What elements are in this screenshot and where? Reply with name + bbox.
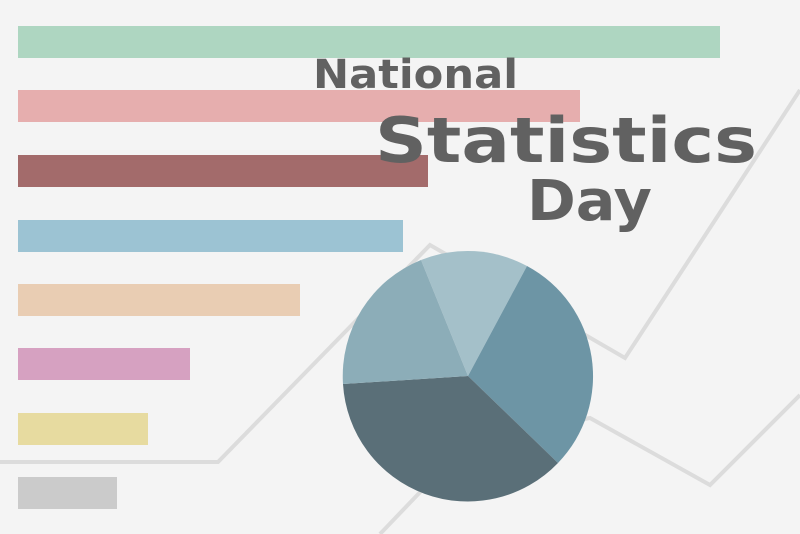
pie-slice (421, 250, 527, 376)
title-line: National (313, 52, 518, 98)
bar (18, 477, 117, 509)
trend-line (0, 88, 800, 464)
bar (18, 284, 300, 316)
pie-slice (468, 266, 594, 463)
title-line: Day (527, 169, 652, 234)
bar (18, 220, 403, 252)
bar (18, 90, 580, 122)
bar (18, 26, 720, 58)
title-line: Statistics (375, 104, 757, 177)
bar (18, 348, 190, 380)
bar (18, 413, 148, 445)
pie-slice (343, 376, 558, 502)
bars (18, 26, 720, 509)
pie-slice (342, 260, 468, 384)
bar (18, 155, 428, 187)
pie (342, 250, 594, 502)
